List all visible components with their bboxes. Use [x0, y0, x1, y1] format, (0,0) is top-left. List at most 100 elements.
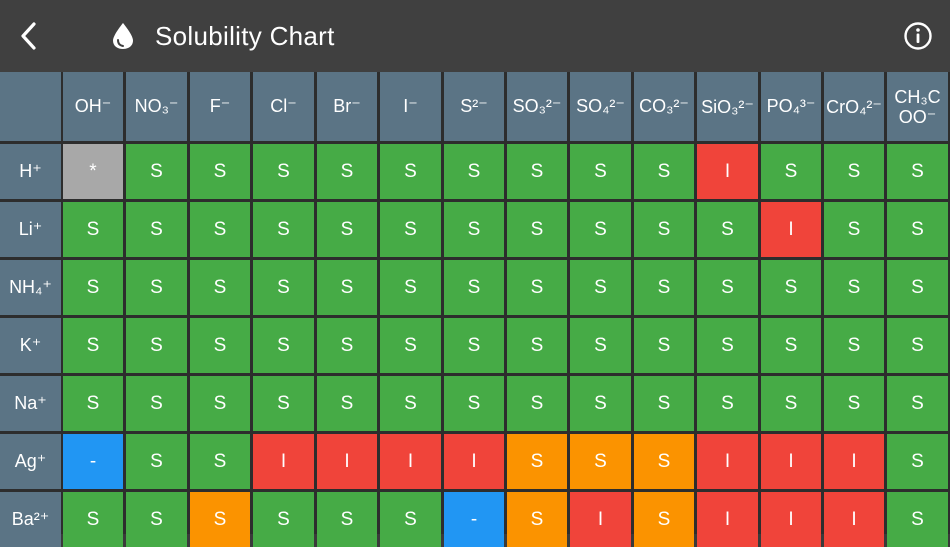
solubility-cell[interactable]: S — [570, 144, 631, 199]
solubility-cell[interactable]: S — [126, 376, 187, 431]
solubility-cell[interactable]: I — [380, 434, 441, 489]
solubility-cell[interactable]: S — [317, 492, 377, 547]
solubility-cell[interactable]: S — [507, 376, 567, 431]
solubility-cell[interactable]: - — [63, 434, 123, 489]
solubility-cell[interactable]: S — [761, 376, 821, 431]
solubility-cell[interactable]: S — [126, 202, 187, 257]
solubility-cell[interactable]: S — [887, 492, 948, 547]
solubility-cell[interactable]: S — [190, 318, 250, 373]
solubility-cell[interactable]: S — [887, 260, 948, 315]
solubility-cell[interactable]: S — [380, 376, 441, 431]
solubility-cell[interactable]: S — [507, 144, 567, 199]
solubility-cell[interactable]: S — [190, 434, 250, 489]
solubility-cell[interactable]: S — [126, 144, 187, 199]
solubility-cell[interactable]: I — [697, 434, 758, 489]
solubility-cell[interactable]: S — [507, 318, 567, 373]
solubility-cell[interactable]: S — [824, 144, 884, 199]
solubility-cell[interactable]: S — [761, 144, 821, 199]
solubility-cell[interactable]: S — [507, 260, 567, 315]
solubility-cell[interactable]: S — [380, 318, 441, 373]
solubility-cell[interactable]: S — [317, 202, 377, 257]
solubility-cell[interactable]: S — [570, 318, 631, 373]
solubility-cell[interactable]: S — [761, 260, 821, 315]
solubility-cell[interactable]: S — [126, 260, 187, 315]
solubility-cell[interactable]: S — [697, 318, 758, 373]
solubility-cell[interactable]: S — [380, 144, 441, 199]
solubility-cell[interactable]: S — [824, 260, 884, 315]
solubility-cell[interactable]: S — [444, 144, 504, 199]
solubility-cell[interactable]: S — [887, 318, 948, 373]
solubility-cell[interactable]: S — [824, 202, 884, 257]
solubility-cell[interactable]: S — [444, 202, 504, 257]
solubility-cell[interactable]: S — [634, 144, 694, 199]
solubility-cell[interactable]: S — [190, 202, 250, 257]
solubility-cell[interactable]: S — [126, 492, 187, 547]
solubility-cell[interactable]: I — [444, 434, 504, 489]
solubility-cell[interactable]: S — [507, 202, 567, 257]
solubility-cell[interactable]: S — [253, 492, 314, 547]
solubility-cell[interactable]: S — [697, 202, 758, 257]
solubility-cell[interactable]: S — [634, 376, 694, 431]
solubility-cell[interactable]: I — [761, 434, 821, 489]
solubility-cell[interactable]: S — [634, 492, 694, 547]
solubility-cell[interactable]: I — [697, 492, 758, 547]
solubility-cell[interactable]: S — [63, 260, 123, 315]
solubility-cell[interactable]: S — [697, 376, 758, 431]
solubility-cell[interactable]: S — [317, 144, 377, 199]
solubility-cell[interactable]: S — [380, 202, 441, 257]
solubility-cell[interactable]: S — [317, 376, 377, 431]
solubility-cell[interactable]: S — [190, 144, 250, 199]
solubility-cell[interactable]: S — [887, 376, 948, 431]
solubility-cell[interactable]: S — [634, 434, 694, 489]
solubility-cell[interactable]: I — [697, 144, 758, 199]
solubility-cell[interactable]: S — [634, 318, 694, 373]
solubility-cell[interactable]: S — [63, 376, 123, 431]
solubility-cell[interactable]: S — [190, 260, 250, 315]
solubility-cell[interactable]: I — [253, 434, 314, 489]
solubility-cell[interactable]: S — [63, 492, 123, 547]
solubility-cell[interactable]: S — [824, 318, 884, 373]
solubility-cell[interactable]: I — [824, 492, 884, 547]
solubility-cell[interactable]: S — [887, 202, 948, 257]
solubility-cell[interactable]: S — [570, 260, 631, 315]
solubility-cell[interactable]: S — [761, 318, 821, 373]
solubility-cell[interactable]: I — [761, 202, 821, 257]
solubility-cell[interactable]: S — [634, 260, 694, 315]
solubility-cell[interactable]: S — [317, 260, 377, 315]
solubility-cell[interactable]: S — [126, 434, 187, 489]
solubility-cell[interactable]: S — [570, 434, 631, 489]
solubility-cell[interactable]: I — [317, 434, 377, 489]
solubility-cell[interactable]: I — [824, 434, 884, 489]
solubility-cell[interactable]: S — [380, 492, 441, 547]
solubility-cell[interactable]: S — [253, 318, 314, 373]
solubility-cell[interactable]: S — [63, 318, 123, 373]
info-button[interactable] — [903, 21, 933, 51]
solubility-cell[interactable]: S — [317, 318, 377, 373]
solubility-cell[interactable]: * — [63, 144, 123, 199]
back-button[interactable] — [14, 18, 46, 54]
solubility-cell[interactable]: S — [444, 260, 504, 315]
solubility-cell[interactable]: - — [444, 492, 504, 547]
solubility-cell[interactable]: S — [887, 434, 948, 489]
solubility-cell[interactable]: S — [190, 376, 250, 431]
solubility-cell[interactable]: S — [634, 202, 694, 257]
solubility-cell[interactable]: S — [507, 492, 567, 547]
solubility-cell[interactable]: S — [253, 144, 314, 199]
solubility-cell[interactable]: S — [570, 376, 631, 431]
solubility-cell[interactable]: I — [761, 492, 821, 547]
solubility-cell[interactable]: S — [887, 144, 948, 199]
solubility-cell[interactable]: S — [253, 376, 314, 431]
solubility-cell[interactable]: I — [570, 492, 631, 547]
solubility-cell[interactable]: S — [380, 260, 441, 315]
solubility-cell[interactable]: S — [697, 260, 758, 315]
solubility-cell[interactable]: S — [190, 492, 250, 547]
solubility-cell[interactable]: S — [253, 260, 314, 315]
solubility-cell[interactable]: S — [126, 318, 187, 373]
solubility-cell[interactable]: S — [444, 318, 504, 373]
solubility-cell[interactable]: S — [63, 202, 123, 257]
solubility-cell[interactable]: S — [824, 376, 884, 431]
solubility-cell[interactable]: S — [444, 376, 504, 431]
solubility-cell[interactable]: S — [570, 202, 631, 257]
solubility-cell[interactable]: S — [507, 434, 567, 489]
solubility-cell[interactable]: S — [253, 202, 314, 257]
